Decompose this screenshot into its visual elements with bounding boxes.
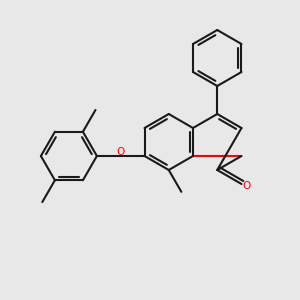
Text: O: O [117,147,125,157]
Text: O: O [242,181,250,191]
